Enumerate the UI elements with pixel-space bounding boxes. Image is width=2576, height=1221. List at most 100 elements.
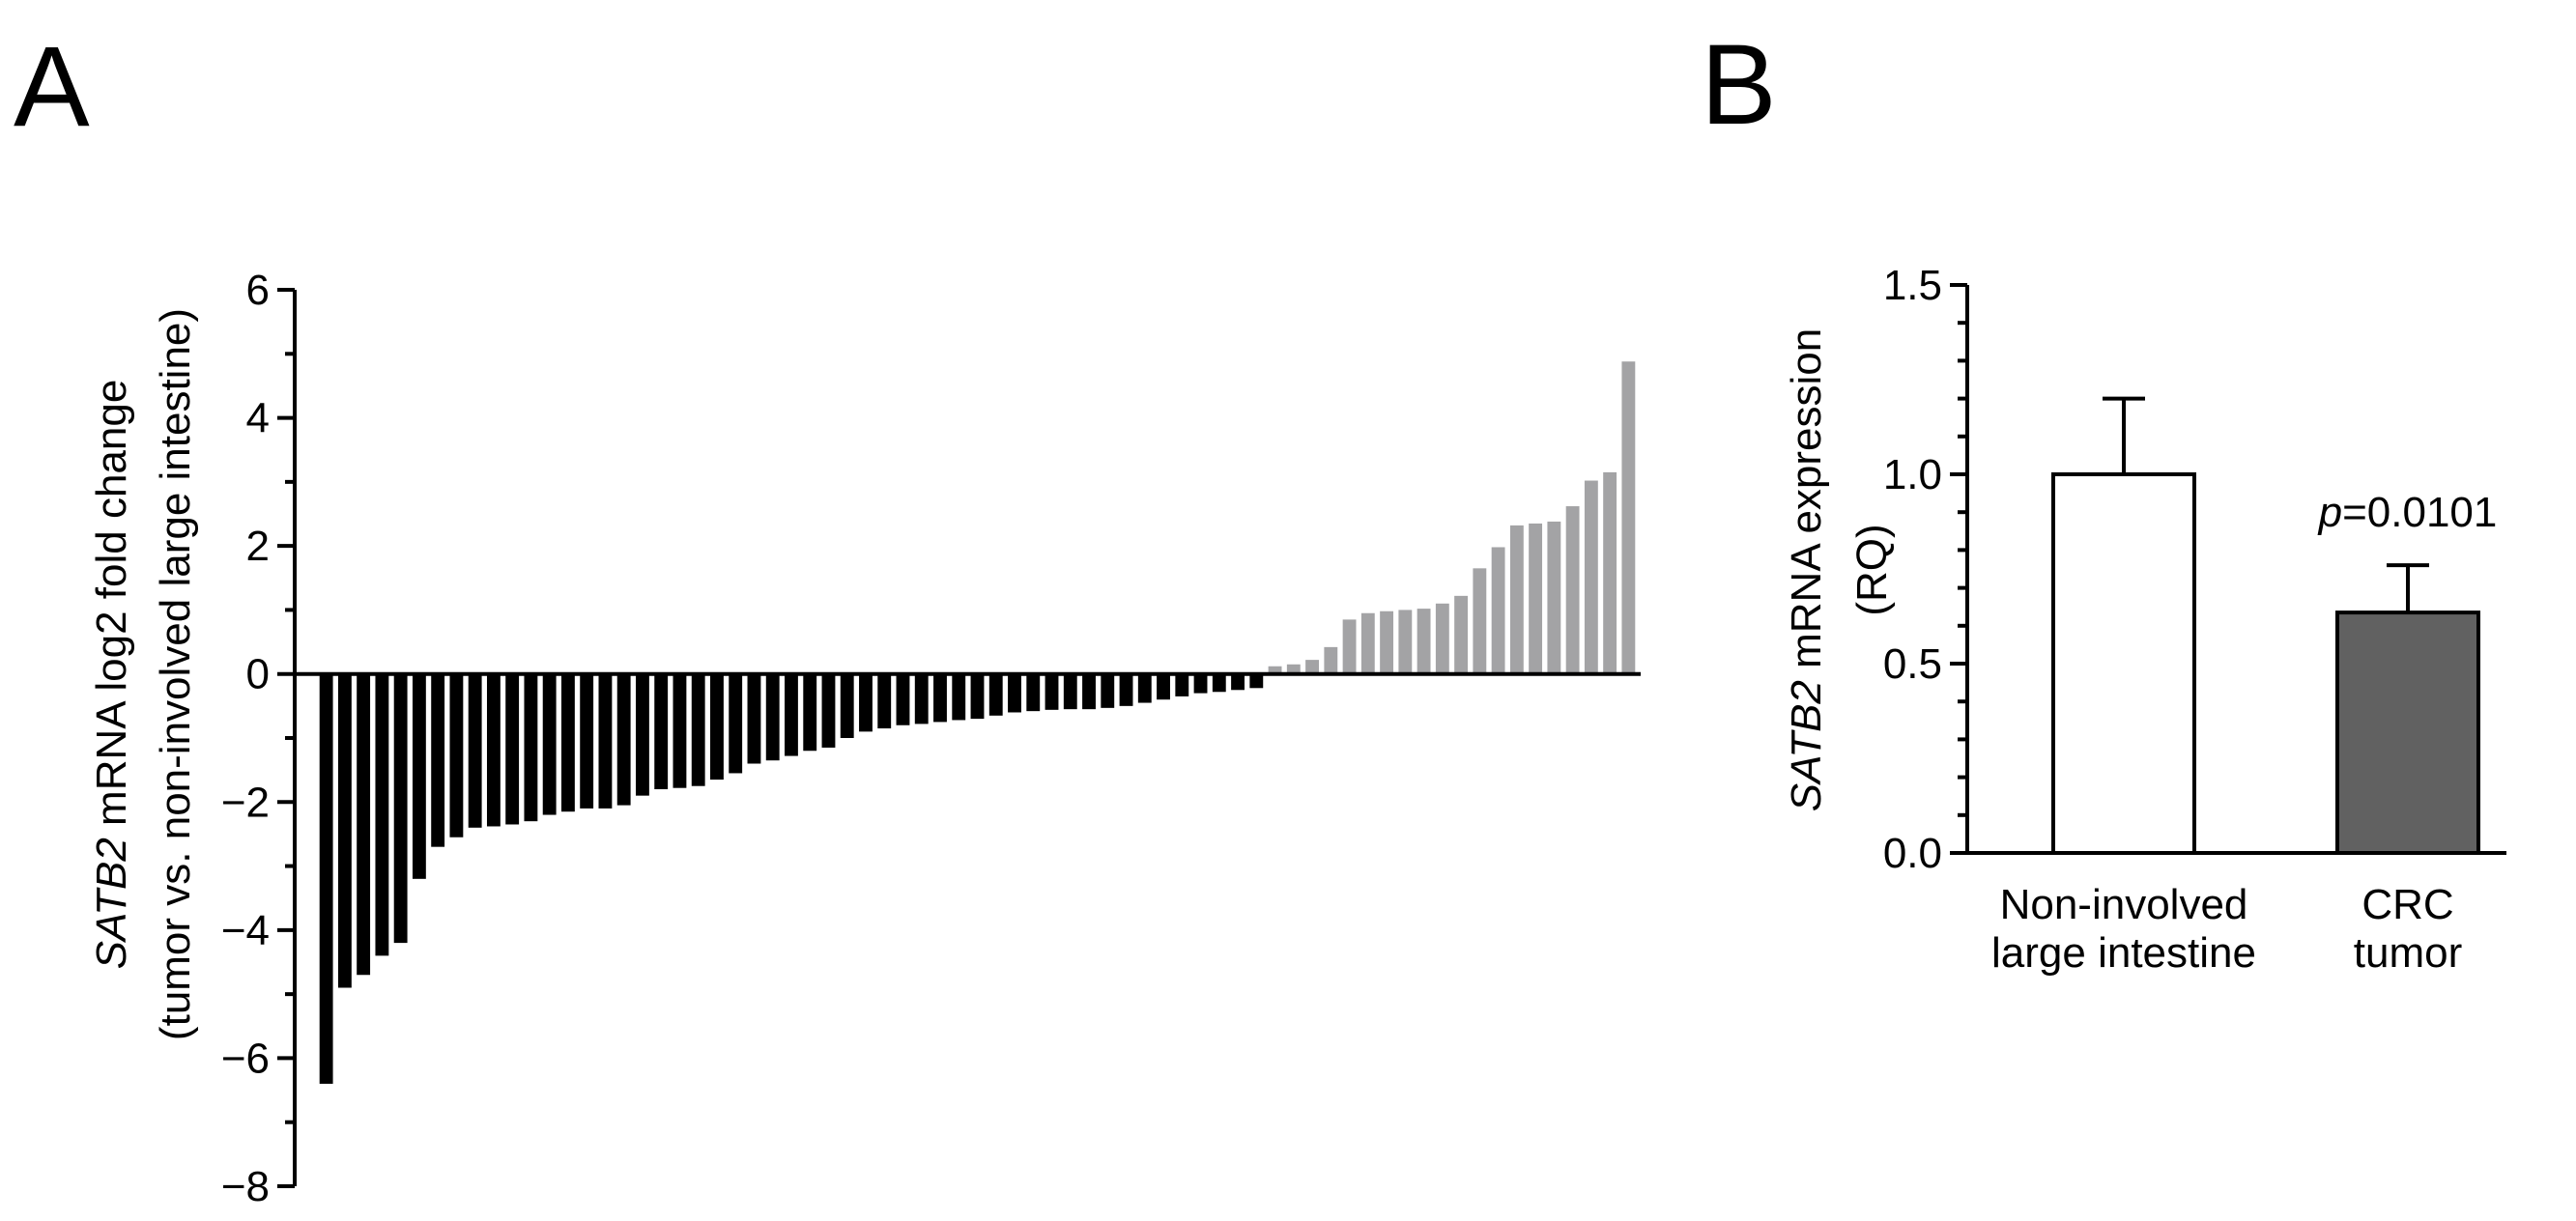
panel-b-chart: 0.00.51.01.5 SATB2 mRNA expression (RQ) … bbox=[1783, 262, 2506, 977]
panel-a-tick-label: 0 bbox=[246, 651, 270, 698]
panel-a-bar bbox=[1026, 673, 1041, 712]
panel-a-bar bbox=[1473, 568, 1487, 674]
panel-b-tick-label: 1.5 bbox=[1883, 262, 1942, 309]
panel-a-bar bbox=[486, 673, 501, 827]
panel-a-bar bbox=[710, 673, 724, 781]
panel-b-tick-label: 1.0 bbox=[1883, 451, 1942, 498]
panel-a-bar bbox=[1286, 664, 1301, 674]
panel-a-y-axis: 6 4 2 0 −2 −4 −6 −8 bbox=[221, 267, 297, 1210]
panel-a-bar bbox=[1565, 506, 1580, 674]
panel-a-bar bbox=[1045, 673, 1059, 710]
panel-a-bar bbox=[1509, 525, 1524, 674]
panel-a-bar bbox=[914, 673, 929, 724]
panel-b-tick-label: 0.5 bbox=[1883, 640, 1942, 688]
panel-b-bar bbox=[2051, 472, 2196, 855]
panel-a-bar bbox=[970, 673, 985, 720]
panel-a-bar bbox=[319, 673, 333, 1084]
panel-a-tick-label: 2 bbox=[246, 523, 270, 570]
panel-a-bar bbox=[1193, 673, 1208, 694]
panel-a-bar bbox=[1342, 619, 1357, 674]
panel-a-bar bbox=[1417, 609, 1431, 674]
panel-a-bar bbox=[1491, 547, 1505, 674]
panel-a-bar bbox=[1157, 673, 1170, 700]
panel-a-bar bbox=[785, 673, 798, 756]
panel-a-bar bbox=[1529, 523, 1543, 674]
panel-a-tick-label: −8 bbox=[221, 1163, 270, 1210]
panel-a-bar bbox=[765, 673, 780, 761]
panel-a-bar bbox=[877, 673, 892, 729]
panel-a-bar bbox=[505, 673, 520, 825]
panel-a-bar bbox=[542, 673, 557, 815]
panel-a-bars bbox=[319, 361, 1636, 1084]
panel-a-bar bbox=[933, 673, 947, 723]
panel-a-bar bbox=[449, 673, 464, 838]
panel-a-bar bbox=[1621, 361, 1636, 674]
panel-a-bar bbox=[1231, 673, 1245, 691]
panel-a-bar bbox=[803, 673, 817, 752]
panel-a-bar bbox=[840, 673, 854, 738]
panel-a-bar bbox=[1584, 480, 1598, 674]
panel-a-bar bbox=[859, 673, 873, 732]
panel-a-letter: A bbox=[14, 23, 90, 151]
panel-b-category-2-line1: CRC bbox=[2361, 881, 2453, 928]
panel-a-tick-label: −4 bbox=[221, 907, 270, 954]
panel-b-bar bbox=[2335, 610, 2480, 856]
panel-a-bar bbox=[1360, 612, 1375, 674]
panel-a-bar bbox=[673, 673, 687, 788]
panel-a-bar bbox=[337, 673, 352, 988]
panel-a-y-axis-title: SATB2 mRNA log2 fold change bbox=[88, 380, 135, 970]
panel-a-bar bbox=[1137, 673, 1152, 703]
panel-b-letter: B bbox=[1701, 21, 1777, 149]
panel-a-bar bbox=[616, 673, 631, 806]
panel-a-bar bbox=[654, 673, 669, 790]
panel-a-bar bbox=[691, 673, 705, 786]
panel-a-bar bbox=[357, 673, 371, 976]
panel-a-bar bbox=[1324, 646, 1338, 674]
panel-a-bar bbox=[1101, 673, 1115, 708]
panel-a-bar bbox=[1305, 660, 1319, 674]
panel-a-bar bbox=[1547, 521, 1561, 674]
panel-b-category-1-line1: Non-involved bbox=[2000, 881, 2248, 928]
panel-a-bar bbox=[729, 673, 743, 774]
panel-a-bar bbox=[431, 673, 445, 847]
panel-a-bar bbox=[524, 673, 538, 822]
panel-a-bar bbox=[560, 673, 575, 812]
panel-a-bar bbox=[393, 673, 408, 944]
panel-a-bar bbox=[1398, 610, 1413, 674]
panel-a-bar bbox=[1212, 673, 1226, 693]
panel-a-bar bbox=[896, 673, 910, 725]
panel-a-bar bbox=[1603, 471, 1617, 674]
panel-a-bar bbox=[580, 673, 594, 809]
panel-a-bar bbox=[1119, 673, 1133, 706]
panel-a-tick-label: −6 bbox=[221, 1035, 270, 1082]
panel-a-chart: 6 4 2 0 −2 −4 −6 −8 SATB2 mRNA log2 fold change… bbox=[88, 267, 1641, 1210]
panel-a-bar bbox=[1454, 595, 1469, 674]
panel-a-bar bbox=[1082, 673, 1096, 710]
panel-a-bar bbox=[1268, 666, 1282, 674]
panel-b-category-2-line2: tumor bbox=[2354, 929, 2462, 977]
panel-b-y-axis: 0.0 0.5 1.0 1.5 bbox=[1883, 262, 1969, 877]
panel-a-bar bbox=[747, 673, 761, 764]
panel-a-bar bbox=[412, 673, 426, 879]
panel-b-p-value-annotation: p=0.0101 bbox=[2317, 489, 2498, 536]
panel-a-bar bbox=[952, 673, 966, 721]
panel-a-tick-label: 4 bbox=[246, 395, 270, 442]
panel-a-bar bbox=[636, 673, 649, 796]
panel-a-bar bbox=[1380, 610, 1394, 674]
panel-a-tick-label: 6 bbox=[246, 267, 270, 314]
panel-a-bar bbox=[1008, 673, 1021, 713]
panel-b-category-1-line2: large intestine bbox=[1991, 929, 2256, 977]
panel-b-y-axis-title-line2: (RQ) bbox=[1848, 524, 1896, 615]
panel-a-y-axis-title-line2: (tumor vs. non-involved large intestine) bbox=[152, 308, 199, 1040]
panel-a-bar bbox=[468, 673, 482, 828]
panel-a-bar bbox=[1435, 603, 1449, 674]
panel-b-y-axis-title: SATB2 mRNA expression bbox=[1783, 328, 1830, 811]
panel-a-bar bbox=[988, 673, 1003, 716]
panel-a-bar bbox=[1063, 673, 1077, 710]
panel-b-tick-label: 0.0 bbox=[1883, 830, 1942, 877]
panel-a-bar bbox=[821, 673, 836, 748]
panel-a-bar bbox=[375, 673, 389, 956]
panel-a-bar bbox=[1249, 673, 1264, 689]
panel-a-bar bbox=[598, 673, 613, 809]
